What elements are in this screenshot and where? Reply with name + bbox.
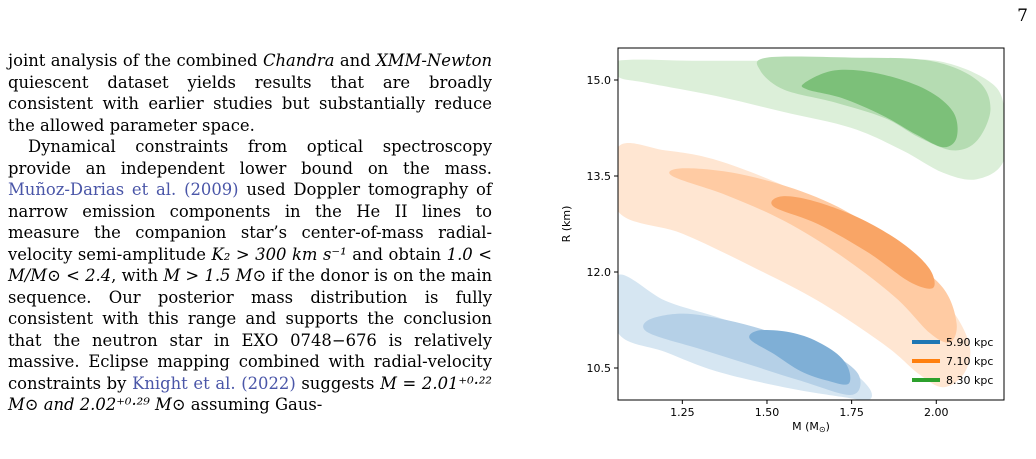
- contour-7-10-kpc-level-3: [771, 196, 935, 289]
- text-span: and: [334, 51, 377, 70]
- contour-layer: [618, 56, 1004, 400]
- x-axis-label-sub: ⊙: [819, 425, 826, 434]
- citation-link-munoz-darias[interactable]: Muñoz-Darias et al. (2009): [8, 180, 239, 199]
- text-span: joint analysis of the combined: [8, 51, 263, 70]
- text-span: if the donor is on the main sequence. Ou…: [8, 266, 493, 393]
- xmm-newton-name: XMM-Newton: [376, 51, 492, 70]
- k2-math: K₂ > 300 km s⁻¹: [211, 244, 347, 264]
- y-tick-label: 10.5: [587, 362, 612, 375]
- text-span: quiescent dataset yields results that ar…: [8, 72, 492, 135]
- chandra-name: Chandra: [262, 51, 335, 70]
- x-tick-label: 1.25: [670, 406, 695, 419]
- contour-5-90-kpc-level-3: [749, 329, 851, 385]
- text-span: and obtain: [346, 244, 447, 264]
- contour-8-30-kpc-level-3: [801, 69, 958, 148]
- legend: 5.90 kpc 7.10 kpc 8.30 kpc: [912, 336, 993, 387]
- mass-range-math: 1.0 < M/M⊙ < 2.4: [8, 244, 492, 286]
- legend-label: 7.10 kpc: [946, 355, 993, 368]
- legend-label: 8.30 kpc: [946, 374, 993, 387]
- text-span: suggests: [295, 373, 381, 393]
- y-tick-label: 12.0: [587, 266, 612, 279]
- page-number: 7: [1017, 6, 1028, 26]
- mass-radius-contour-chart: 1.25 1.50 1.75 2.00 10.5 12.0 13.5 15.0 M (M⊙) R …: [560, 47, 1005, 434]
- y-tick-label: 15.0: [587, 74, 612, 87]
- body-text: joint analysis of the combined Chandra a…: [8, 50, 492, 416]
- y-tick-label: 13.5: [587, 170, 612, 183]
- text-span: assuming Gaus-: [185, 395, 323, 414]
- text-span: used Doppler tomography of narrow emissi…: [8, 180, 492, 264]
- contour-7-10-kpc-level-1: [618, 143, 971, 388]
- text-span: , with: [111, 266, 164, 285]
- contour-5-90-kpc-level-2: [643, 313, 861, 395]
- mass-value-math: M = 2.01⁺⁰·²² M⊙ and 2.02⁺⁰·²⁹ M⊙: [8, 373, 492, 415]
- legend-label: 5.90 kpc: [946, 336, 993, 349]
- plot-frame: [617, 47, 1005, 401]
- x-axis-label-close: ): [826, 420, 830, 433]
- paragraph-1: joint analysis of the combined Chandra a…: [8, 50, 492, 136]
- y-axis-label: R (km): [560, 206, 573, 243]
- x-tick-label: 1.75: [839, 406, 864, 419]
- x-tick-label: 1.50: [755, 406, 780, 419]
- citation-link-knight[interactable]: Knight et al. (2022): [132, 373, 296, 393]
- x-axis-label: M (M⊙): [792, 420, 830, 434]
- contour-figure: 1.25 1.50 1.75 2.00 10.5 12.0 13.5 15.0 M (M⊙) R …: [540, 30, 1020, 454]
- text-span: Dynamical constraints from optical spect…: [8, 137, 492, 178]
- x-tick-label: 2.00: [924, 406, 949, 419]
- paragraph-2: Dynamical constraints from optical spect…: [8, 136, 492, 416]
- donor-mass-math: M > 1.5 M⊙: [163, 266, 267, 285]
